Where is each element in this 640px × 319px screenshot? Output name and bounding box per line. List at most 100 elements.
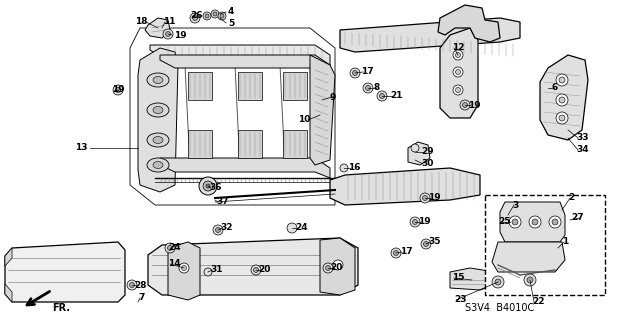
Ellipse shape	[147, 73, 169, 87]
Circle shape	[456, 87, 461, 93]
Circle shape	[166, 32, 170, 36]
Text: 20: 20	[258, 265, 270, 275]
Text: 17: 17	[361, 68, 374, 77]
Circle shape	[420, 193, 430, 203]
Circle shape	[453, 85, 463, 95]
Circle shape	[353, 70, 358, 76]
Text: 14: 14	[168, 259, 180, 269]
Circle shape	[350, 68, 360, 78]
Circle shape	[211, 10, 219, 18]
Polygon shape	[490, 215, 520, 240]
Polygon shape	[440, 28, 478, 118]
Text: 32: 32	[220, 224, 232, 233]
Circle shape	[220, 14, 224, 18]
Circle shape	[199, 177, 217, 195]
Circle shape	[168, 246, 173, 250]
Circle shape	[127, 280, 137, 290]
Text: 16: 16	[348, 164, 360, 173]
Circle shape	[203, 181, 213, 191]
Text: 33: 33	[576, 133, 589, 143]
Circle shape	[380, 93, 385, 99]
Polygon shape	[283, 130, 307, 158]
Circle shape	[213, 12, 217, 16]
Circle shape	[253, 268, 259, 272]
Polygon shape	[168, 242, 200, 300]
Circle shape	[456, 70, 461, 75]
Text: 27: 27	[572, 213, 584, 222]
Circle shape	[326, 265, 330, 271]
Text: S3V4  B4010C: S3V4 B4010C	[465, 303, 534, 313]
Circle shape	[213, 225, 223, 235]
Circle shape	[556, 112, 568, 124]
Polygon shape	[450, 268, 495, 290]
Text: 36: 36	[209, 183, 221, 192]
Circle shape	[556, 94, 568, 106]
Circle shape	[532, 219, 538, 225]
Ellipse shape	[153, 107, 163, 114]
Text: 5: 5	[228, 19, 234, 27]
Text: 22: 22	[532, 298, 545, 307]
Text: 6: 6	[552, 84, 558, 93]
Circle shape	[333, 260, 343, 270]
Text: 31: 31	[210, 265, 223, 275]
Text: 26: 26	[190, 11, 202, 20]
Ellipse shape	[153, 137, 163, 144]
Text: 19: 19	[112, 85, 125, 94]
Polygon shape	[310, 55, 335, 165]
Polygon shape	[540, 55, 588, 140]
Circle shape	[527, 277, 533, 283]
Circle shape	[203, 12, 211, 20]
Circle shape	[204, 268, 212, 276]
Circle shape	[463, 102, 467, 108]
Text: 20: 20	[330, 263, 342, 272]
Circle shape	[206, 184, 210, 188]
Circle shape	[251, 265, 261, 275]
Text: 1: 1	[562, 238, 568, 247]
Text: 23: 23	[454, 295, 467, 305]
Circle shape	[529, 216, 541, 228]
Polygon shape	[340, 18, 520, 52]
Circle shape	[421, 239, 431, 249]
Circle shape	[524, 274, 536, 286]
Text: 11: 11	[163, 18, 175, 26]
Text: 24: 24	[295, 224, 308, 233]
Polygon shape	[160, 158, 330, 178]
Text: 35: 35	[428, 238, 440, 247]
Circle shape	[113, 85, 123, 95]
Circle shape	[205, 14, 209, 18]
Text: 2: 2	[568, 194, 574, 203]
Text: 19: 19	[468, 100, 481, 109]
Circle shape	[365, 85, 371, 91]
Polygon shape	[5, 242, 125, 302]
Circle shape	[323, 263, 333, 273]
Circle shape	[340, 164, 348, 172]
Text: 18: 18	[136, 18, 148, 26]
Text: 34: 34	[576, 145, 589, 154]
Circle shape	[410, 217, 420, 227]
Text: 15: 15	[452, 273, 465, 283]
Text: 12: 12	[452, 43, 465, 53]
Circle shape	[424, 241, 429, 247]
Polygon shape	[438, 5, 500, 42]
Circle shape	[363, 83, 373, 93]
Polygon shape	[408, 142, 430, 165]
Circle shape	[556, 74, 568, 86]
Text: 29: 29	[421, 147, 434, 157]
Circle shape	[492, 276, 504, 288]
Circle shape	[394, 250, 399, 256]
Circle shape	[165, 243, 175, 253]
Polygon shape	[5, 248, 12, 266]
Text: 21: 21	[390, 92, 403, 100]
Circle shape	[512, 219, 518, 225]
Text: 19: 19	[418, 218, 431, 226]
Circle shape	[377, 91, 387, 101]
Text: 25: 25	[498, 218, 511, 226]
Circle shape	[509, 216, 521, 228]
Circle shape	[182, 265, 186, 271]
Text: 8: 8	[374, 84, 380, 93]
Text: 19: 19	[174, 31, 187, 40]
Circle shape	[460, 100, 470, 110]
Polygon shape	[492, 242, 565, 272]
Circle shape	[549, 216, 561, 228]
Circle shape	[287, 223, 297, 233]
